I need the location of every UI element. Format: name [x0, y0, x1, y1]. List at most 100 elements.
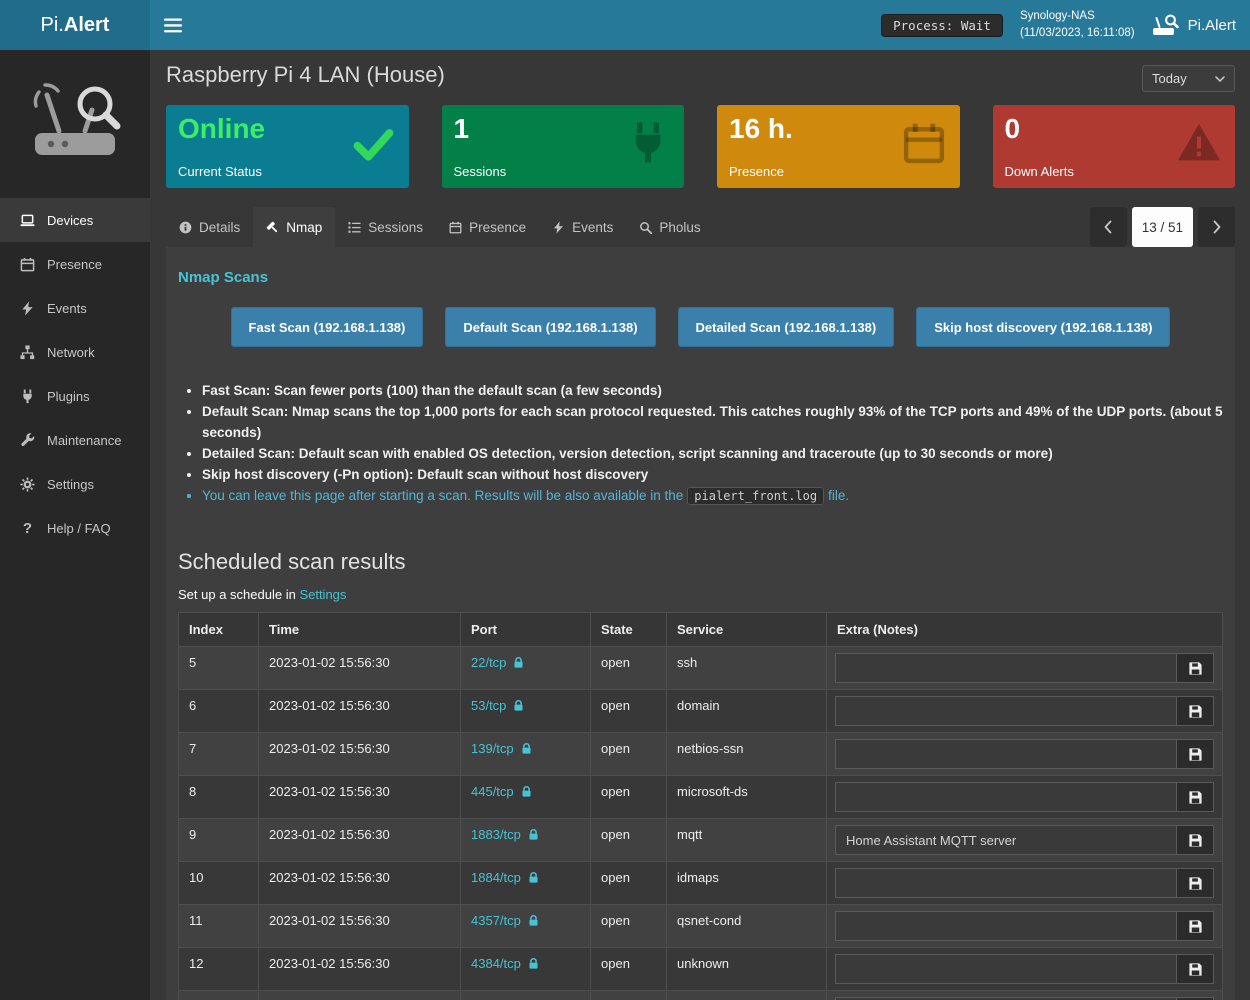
- cell-service: domain: [666, 689, 827, 733]
- scheduled-results-heading: Scheduled scan results: [178, 549, 406, 574]
- chevron-left-icon: [1104, 220, 1112, 234]
- card-label: Current Status: [178, 164, 262, 179]
- period-dropdown[interactable]: Today: [1142, 65, 1235, 92]
- port-link[interactable]: 1884/tcp: [471, 870, 539, 885]
- cell-index: 6: [178, 689, 259, 733]
- port-label: 1884/tcp: [471, 870, 521, 885]
- schedule-line: Set up a schedule in Settings: [178, 587, 1223, 602]
- scan-button-skip-host-discovery-192-168-1-138[interactable]: Skip host discovery (192.168.1.138): [916, 307, 1171, 347]
- cell-time: 2023-01-02 15:56:30: [258, 646, 461, 690]
- scan-button-fast-scan-192-168-1-138[interactable]: Fast Scan (192.168.1.138): [230, 307, 424, 347]
- note-input[interactable]: [835, 825, 1177, 855]
- scan-button-default-scan-192-168-1-138[interactable]: Default Scan (192.168.1.138): [445, 307, 656, 347]
- sidebar-menu: Devices Presence Events Network Plugins: [0, 198, 150, 550]
- cell-index: 5: [178, 646, 259, 690]
- note-input[interactable]: [835, 954, 1177, 984]
- table-row: 6 2023-01-02 15:56:30 53/tcp open domain: [178, 689, 1223, 733]
- chevron-right-icon: [1213, 220, 1220, 234]
- sidebar-item-presence[interactable]: Presence: [0, 242, 150, 286]
- table-body: 5 2023-01-02 15:56:30 22/tcp open ssh: [178, 646, 1223, 1000]
- cell-port: 1883/tcp: [460, 818, 591, 862]
- card-label: Presence: [729, 164, 784, 179]
- port-label: 445/tcp: [471, 784, 514, 799]
- cell-time: 2023-01-02 15:56:30: [258, 947, 461, 991]
- save-note-button[interactable]: [1177, 825, 1214, 855]
- port-link[interactable]: 1883/tcp: [471, 827, 539, 842]
- note-input[interactable]: [835, 653, 1177, 683]
- save-note-button[interactable]: [1177, 997, 1214, 1000]
- cell-time: 2023-01-02 15:56:30: [258, 861, 461, 905]
- table-row: 7 2023-01-02 15:56:30 139/tcp open netbi…: [178, 732, 1223, 776]
- tab-nmap[interactable]: Nmap: [253, 207, 336, 247]
- save-note-button[interactable]: [1177, 739, 1214, 769]
- sidebar-item-maintenance[interactable]: Maintenance: [0, 418, 150, 462]
- note-input[interactable]: [835, 911, 1177, 941]
- scan-descriptions: Fast Scan: Scan fewer ports (100) than t…: [202, 380, 1223, 485]
- tab-details[interactable]: Details: [166, 207, 253, 247]
- save-note-button[interactable]: [1177, 954, 1214, 984]
- save-icon: [1188, 919, 1202, 933]
- save-note-button[interactable]: [1177, 696, 1214, 726]
- user-chip[interactable]: Pi.Alert: [1152, 14, 1236, 36]
- note-group: [835, 696, 1214, 726]
- note-input[interactable]: [835, 868, 1177, 898]
- sidebar-item-events[interactable]: Events: [0, 286, 150, 330]
- top-header: Pi. Alert Process: Wait Synology-NAS (11/…: [0, 0, 1250, 50]
- port-link[interactable]: 53/tcp: [471, 698, 524, 713]
- tab-presence[interactable]: Presence: [436, 207, 539, 247]
- cell-port: 8123/tcp: [460, 990, 591, 1000]
- app-logo: Pi. Alert: [0, 0, 150, 50]
- column-state: State: [590, 612, 667, 647]
- cell-time: 2023-01-02 15:56:30: [258, 775, 461, 819]
- port-link[interactable]: 4384/tcp: [471, 956, 539, 971]
- port-link[interactable]: 445/tcp: [471, 784, 532, 799]
- sidebar-item-network[interactable]: Network: [0, 330, 150, 374]
- tab-label: Pholus: [659, 219, 701, 235]
- sidebar-item-settings[interactable]: Settings: [0, 462, 150, 506]
- sidebar-item-plugins[interactable]: Plugins: [0, 374, 150, 418]
- cell-port: 445/tcp: [460, 775, 591, 819]
- scan-description-item: Detailed Scan: Default scan with enabled…: [202, 443, 1223, 464]
- scan-description-item: Fast Scan: Scan fewer ports (100) than t…: [202, 380, 1223, 401]
- note-input[interactable]: [835, 997, 1177, 1000]
- tab-sessions[interactable]: Sessions: [335, 207, 436, 247]
- port-link[interactable]: 139/tcp: [471, 741, 532, 756]
- cell-state: open: [590, 990, 667, 1000]
- tab-label: Sessions: [368, 219, 424, 235]
- info-icon: [179, 221, 192, 234]
- note-input[interactable]: [835, 696, 1177, 726]
- card-value: 0: [1004, 113, 1021, 144]
- cell-time: 2023-01-02 15:56:30: [258, 732, 461, 776]
- save-note-button[interactable]: [1177, 911, 1214, 941]
- calendar-icon: [449, 221, 462, 234]
- device-tabs: Details Nmap Sessions Presence: [166, 207, 714, 247]
- note-input[interactable]: [835, 739, 1177, 769]
- page-title: Raspberry Pi 4 LAN (House): [166, 62, 445, 87]
- pager-prev-button[interactable]: [1089, 207, 1127, 247]
- cell-notes: [826, 646, 1223, 690]
- cell-time: 2023-01-02 15:56:30: [258, 904, 461, 948]
- note-before: You can leave this page after starting a…: [202, 488, 684, 503]
- sidebar-item-devices[interactable]: Devices: [0, 198, 150, 242]
- save-note-button[interactable]: [1177, 653, 1214, 683]
- cell-state: open: [590, 732, 667, 776]
- tab-events[interactable]: Events: [539, 207, 626, 247]
- settings-link[interactable]: Settings: [299, 587, 347, 602]
- scan-description-item: Skip host discovery (-Pn option): Defaul…: [202, 464, 1223, 485]
- scan-button-detailed-scan-192-168-1-138[interactable]: Detailed Scan (192.168.1.138): [677, 307, 895, 347]
- save-note-button[interactable]: [1177, 782, 1214, 812]
- tab-pholus[interactable]: Pholus: [626, 207, 713, 247]
- card-value: 1: [453, 113, 470, 144]
- menu-icon[interactable]: [150, 0, 196, 50]
- note-input[interactable]: [835, 782, 1177, 812]
- bolt-icon: [19, 300, 36, 316]
- sidebar-item-help-faq[interactable]: ? Help / FAQ: [0, 506, 150, 550]
- port-link[interactable]: 4357/tcp: [471, 913, 539, 928]
- plug-icon: [626, 121, 670, 165]
- save-note-button[interactable]: [1177, 868, 1214, 898]
- port-link[interactable]: 22/tcp: [471, 655, 524, 670]
- log-file-chip: pialert_front.log: [687, 487, 825, 505]
- tab-label: Details: [199, 219, 241, 235]
- port-label: 139/tcp: [471, 741, 514, 756]
- pager-next-button[interactable]: [1198, 207, 1235, 247]
